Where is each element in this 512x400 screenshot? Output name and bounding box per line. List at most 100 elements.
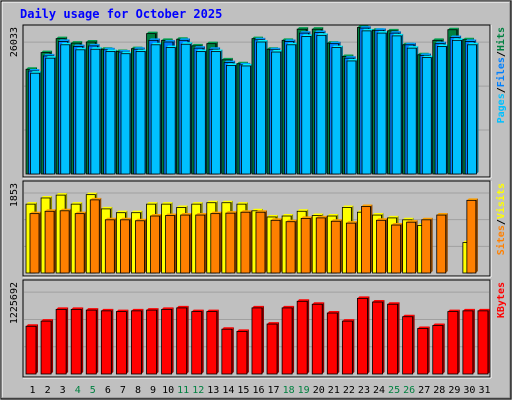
- day-label-25: 25: [388, 385, 400, 396]
- panel-bottom-ymax-label: 1225692: [9, 282, 20, 324]
- day-label-16: 16: [252, 385, 264, 396]
- bar-sites-day-25: [391, 223, 403, 274]
- panel-middle-ymax-label: 1853: [9, 183, 20, 207]
- day-label-24: 24: [373, 385, 385, 396]
- day-label-26: 26: [403, 385, 415, 396]
- bar-pages-day-25: [391, 33, 404, 175]
- bar-kbytes-day-18: [281, 305, 295, 375]
- bar-pages-day-22: [346, 58, 358, 175]
- day-label-18: 18: [283, 385, 295, 396]
- day-label-6: 6: [105, 385, 111, 396]
- bar-kbytes-day-20: [311, 302, 325, 375]
- bar-kbytes-day-29: [447, 309, 460, 375]
- chart-panels: 26033Pages/Files/Hits1853Sites/Visits122…: [9, 24, 507, 379]
- bar-pages-day-1: [30, 71, 42, 175]
- day-label-29: 29: [448, 385, 460, 396]
- bar-pages-day-30: [467, 42, 479, 175]
- bar-pages-day-6: [105, 49, 117, 175]
- panel-bottom: 1225692 KBytes: [9, 279, 507, 379]
- day-label-2: 2: [45, 385, 51, 396]
- day-label-30: 30: [463, 385, 475, 396]
- bar-pages-day-2: [45, 56, 57, 175]
- panel-top-legend: Pages/Files/Hits: [495, 27, 507, 123]
- legend-entry: /: [496, 51, 507, 57]
- bar-kbytes-day-6: [100, 308, 114, 375]
- bar-kbytes-day-19: [296, 299, 310, 375]
- bar-sites-day-6: [104, 217, 117, 274]
- bar-sites-day-17: [270, 218, 283, 274]
- bar-kbytes-day-11: [176, 305, 189, 375]
- bar-kbytes-day-22: [341, 319, 355, 375]
- day-label-11: 11: [177, 385, 189, 396]
- bar-sites-day-10: [165, 213, 177, 274]
- bar-sites-day-24: [376, 218, 388, 274]
- bar-sites-day-12: [195, 213, 207, 274]
- legend-entry: KBytes: [496, 282, 507, 318]
- bar-pages-day-14: [226, 63, 238, 175]
- bar-sites-day-23: [361, 204, 373, 274]
- bar-kbytes-day-24: [372, 300, 385, 375]
- bar-kbytes-day-10: [161, 307, 174, 375]
- legend-entry: Files: [495, 57, 507, 87]
- bar-sites-day-27: [421, 217, 433, 274]
- bar-kbytes-day-31: [477, 308, 490, 375]
- bar-pages-day-12: [195, 49, 208, 175]
- day-label-1: 1: [30, 385, 36, 396]
- bar-kbytes-day-14: [221, 327, 234, 375]
- bar-kbytes-day-27: [417, 326, 430, 375]
- bar-kbytes-day-13: [206, 309, 219, 375]
- bar-kbytes-day-26: [402, 314, 415, 375]
- day-label-5: 5: [90, 385, 96, 396]
- day-label-4: 4: [75, 385, 81, 396]
- day-label-21: 21: [328, 385, 340, 396]
- bar-kbytes-day-25: [387, 302, 400, 375]
- bar-pages-day-27: [421, 55, 434, 175]
- bar-pages-day-3: [60, 42, 72, 175]
- bar-sites-day-21: [330, 219, 343, 274]
- bar-pages-day-13: [210, 49, 223, 175]
- day-label-19: 19: [298, 385, 310, 396]
- bar-pages-day-16: [256, 39, 268, 175]
- bar-sites-day-19: [300, 216, 313, 274]
- bar-kbytes-day-23: [357, 296, 370, 375]
- panel-middle: 1853 Sites/Visits: [9, 180, 507, 278]
- day-label-17: 17: [268, 385, 280, 396]
- bar-kbytes-day-12: [191, 309, 204, 375]
- bar-sites-day-3: [59, 208, 72, 274]
- bar-sites-day-5: [89, 197, 102, 274]
- bar-pages-day-20: [316, 33, 328, 175]
- chart-title: Daily usage for October 2025: [20, 7, 222, 21]
- day-label-31: 31: [478, 385, 490, 396]
- bar-pages-day-10: [165, 45, 178, 175]
- legend-entry: /: [496, 219, 507, 225]
- day-label-15: 15: [237, 385, 249, 396]
- bar-pages-day-24: [376, 31, 389, 175]
- bar-kbytes-day-9: [146, 308, 159, 375]
- day-label-10: 10: [162, 385, 174, 396]
- day-label-12: 12: [192, 385, 204, 396]
- bar-kbytes-day-8: [131, 308, 144, 375]
- bar-kbytes-day-15: [236, 329, 249, 375]
- bar-sites-day-8: [135, 218, 147, 274]
- bar-kbytes-day-2: [40, 319, 54, 375]
- bar-pages-day-15: [241, 63, 253, 175]
- bar-kbytes-day-4: [70, 307, 84, 375]
- bar-pages-day-7: [120, 51, 132, 175]
- bar-pages-day-17: [271, 50, 283, 175]
- bar-kbytes-day-21: [326, 311, 340, 375]
- day-label-28: 28: [433, 385, 445, 396]
- legend-entry: Pages: [496, 93, 507, 123]
- bar-pages-day-29: [452, 38, 464, 175]
- bar-sites-day-28: [436, 213, 448, 274]
- bar-pages-day-21: [331, 45, 343, 175]
- bar-sites-day-4: [74, 211, 87, 274]
- bar-sites-day-16: [255, 210, 267, 274]
- bar-sites-day-2: [44, 209, 57, 274]
- bar-sites-day-22: [345, 221, 358, 274]
- bar-pages-day-11: [180, 42, 193, 175]
- bar-sites-day-1: [29, 211, 41, 274]
- bar-pages-day-8: [135, 49, 148, 175]
- bar-sites-day-14: [225, 211, 237, 274]
- bar-kbytes-day-30: [462, 308, 475, 375]
